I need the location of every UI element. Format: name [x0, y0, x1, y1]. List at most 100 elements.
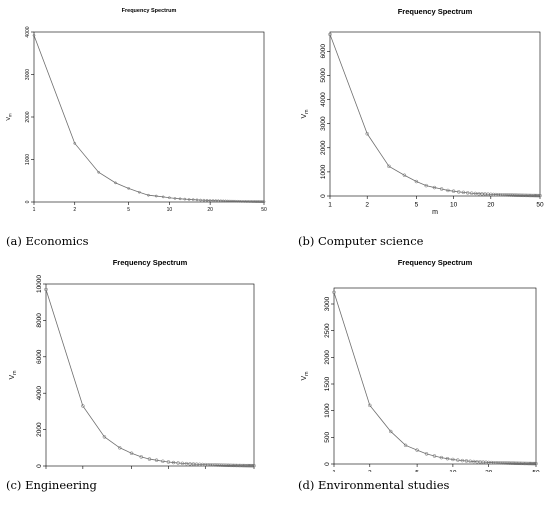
y-tick-label: 1000 — [25, 154, 31, 165]
x-tick-label: 5 — [130, 472, 134, 473]
data-point — [236, 199, 240, 203]
x-axis-label: m — [432, 209, 438, 216]
x-tick-label: 1 — [33, 207, 36, 213]
data-point — [532, 461, 536, 466]
data-point — [184, 461, 189, 466]
series-line — [33, 35, 264, 203]
data-point — [161, 459, 165, 464]
data-point — [244, 200, 248, 203]
data-point — [446, 188, 450, 193]
data-point — [81, 404, 85, 408]
data-point — [221, 463, 225, 467]
data-point — [242, 463, 247, 468]
x-tick-label: 20 — [202, 472, 210, 473]
y-tick-label: 4000 — [36, 386, 43, 401]
data-point — [368, 403, 372, 408]
x-tick-label: 1 — [332, 470, 336, 473]
y-tick-label: 10000 — [36, 275, 43, 293]
x-tick-label: 2 — [365, 202, 369, 209]
x-tick-label: 10 — [167, 207, 173, 213]
data-point — [414, 179, 419, 184]
data-point — [538, 193, 542, 198]
y-tick-label: 3000 — [324, 296, 331, 311]
data-point — [536, 193, 540, 198]
data-point — [251, 463, 255, 468]
x-tick-label: 10 — [450, 202, 458, 209]
data-point — [245, 463, 249, 468]
data-point — [387, 164, 391, 169]
y-tick-label: 2000 — [324, 350, 331, 365]
data-point — [203, 462, 208, 467]
chart-computer-science: Frequency Spectrum 1 2 5 10 20 50 0 1000 2000 3000… — [301, 7, 544, 216]
data-point — [253, 200, 257, 203]
data-point — [244, 463, 248, 468]
data-point — [502, 461, 506, 465]
data-point — [200, 462, 205, 467]
data-point — [489, 192, 493, 197]
data-point — [208, 463, 213, 467]
y-tick-label: 5000 — [320, 68, 327, 83]
data-point — [521, 461, 525, 466]
data-point — [44, 287, 48, 292]
data-point — [531, 193, 535, 198]
x-tick-label: 1 — [328, 202, 332, 209]
x-tick-label: 5 — [127, 207, 130, 213]
data-point — [328, 32, 332, 37]
data-point — [173, 197, 177, 200]
y-tick-label: 0 — [320, 194, 327, 198]
data-point — [243, 200, 247, 203]
data-point — [477, 191, 481, 196]
data-point — [486, 460, 491, 465]
data-point — [97, 170, 100, 174]
data-point — [520, 461, 524, 466]
data-point — [524, 193, 529, 198]
series-line — [329, 34, 541, 197]
data-point — [248, 200, 251, 203]
data-point — [139, 455, 144, 459]
y-tick-label: 0 — [324, 462, 331, 466]
data-point — [137, 190, 141, 194]
data-point — [439, 187, 444, 191]
data-point — [226, 463, 231, 468]
y-tick-label: 0 — [25, 200, 31, 203]
data-point — [527, 193, 532, 198]
data-point — [456, 190, 461, 194]
data-point — [239, 200, 243, 203]
data-point — [262, 200, 266, 204]
data-point — [247, 463, 252, 468]
data-point — [129, 451, 134, 456]
data-point — [252, 463, 256, 468]
x-tick-label: 10 — [165, 472, 173, 473]
caption-computer-science: (b) Computer science — [298, 234, 424, 248]
y-tick-label: 1000 — [320, 164, 327, 179]
data-point — [216, 199, 220, 203]
data-point — [533, 461, 537, 466]
y-axis-label-main: V — [301, 114, 308, 119]
data-point — [225, 463, 229, 468]
data-point — [261, 200, 265, 204]
data-point — [527, 461, 532, 466]
data-point — [127, 187, 130, 190]
data-point — [432, 185, 437, 190]
data-point — [464, 459, 469, 463]
data-point — [484, 460, 488, 465]
data-point — [530, 193, 534, 198]
data-point — [491, 192, 496, 197]
data-point — [210, 463, 215, 467]
data-point — [183, 197, 187, 201]
plot-frame — [45, 283, 255, 467]
data-point — [415, 448, 419, 452]
data-point — [195, 198, 199, 202]
data-point — [402, 173, 407, 178]
data-point — [532, 193, 537, 198]
data-point — [168, 196, 171, 200]
x-tick-label: 50 — [532, 470, 540, 473]
data-point — [202, 198, 206, 202]
data-point — [256, 200, 260, 203]
data-point — [525, 461, 529, 466]
data-point — [223, 463, 227, 468]
data-point — [528, 193, 533, 198]
x-tick-label: 5 — [415, 470, 419, 473]
data-point — [213, 463, 217, 467]
data-point — [241, 463, 246, 468]
